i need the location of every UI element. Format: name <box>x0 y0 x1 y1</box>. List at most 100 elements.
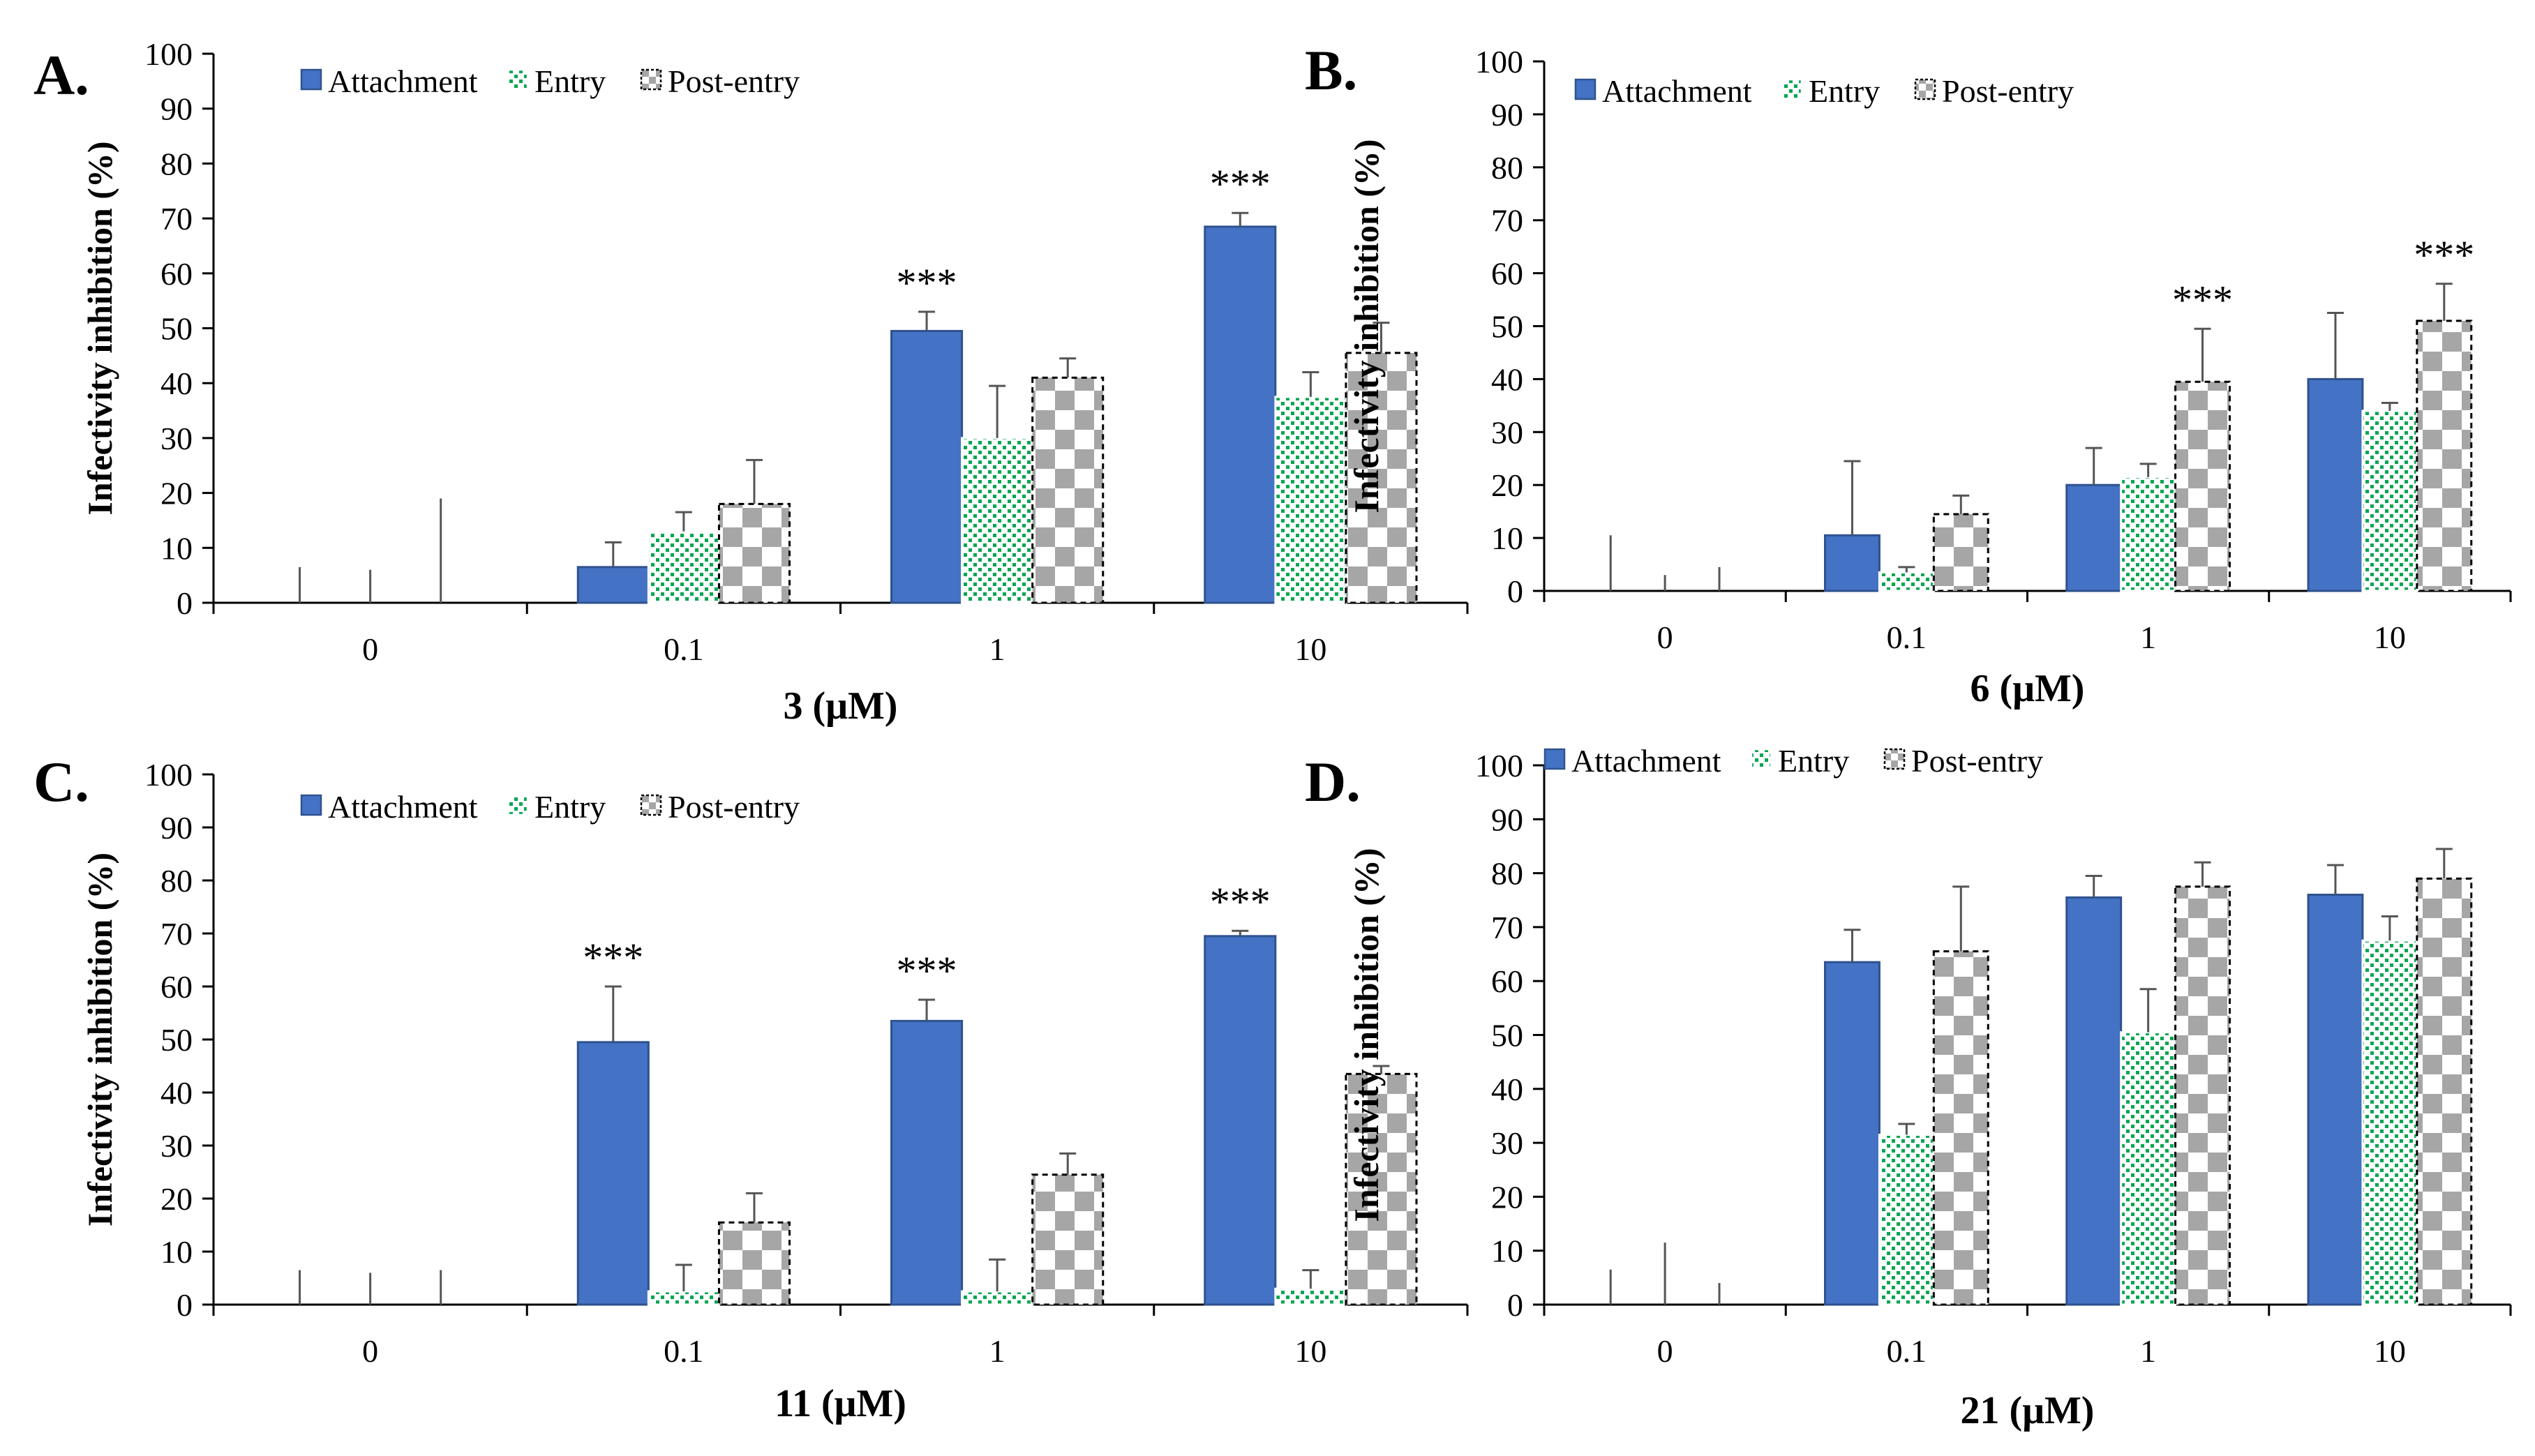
y-tick-label: 10 <box>1491 1233 1523 1269</box>
legend-swatch-entry <box>1781 78 1803 100</box>
y-axis-label: Infectivity inhibition (%) <box>1347 848 1386 1222</box>
y-axis-label: Infectivity inhibition (%) <box>1347 139 1386 513</box>
bar-post-entry-1 <box>1031 1173 1105 1306</box>
x-tick-label: 1 <box>2140 1333 2156 1369</box>
bar-attachment-1 <box>890 1019 964 1306</box>
x-axis-label: 21 (μM) <box>1961 1389 2095 1432</box>
bar-post-entry-1 <box>1031 376 1105 604</box>
legend-swatch-post-entry <box>1883 748 1906 770</box>
legend-label: Entry <box>1778 743 1849 779</box>
x-tick-label: 10 <box>2374 620 2406 655</box>
legend-swatch-attachment <box>300 794 322 816</box>
y-tick-label: 60 <box>1491 963 1523 999</box>
bar-attachment-1 <box>2065 483 2123 592</box>
bar-entry-1 <box>2120 476 2177 592</box>
x-tick-label: 0 <box>1657 620 1673 655</box>
legend-label: Post-entry <box>668 789 800 825</box>
legend-label: Attachment <box>1571 743 1721 779</box>
legend: Attachment Entry Post-entry <box>1574 73 2074 109</box>
bar-post-entry-10 <box>2416 320 2473 592</box>
y-tick-label: 30 <box>1491 1125 1523 1161</box>
x-tick-label: 10 <box>1294 1333 1326 1369</box>
y-tick-label: 100 <box>144 36 193 72</box>
panel-label: C. <box>33 750 89 813</box>
y-tick-label: 50 <box>160 311 193 347</box>
y-tick-label: 60 <box>160 256 193 292</box>
y-tick-label: 20 <box>160 476 193 511</box>
bar-attachment-1 <box>2065 896 2123 1306</box>
y-tick-label: 0 <box>177 585 193 621</box>
bar-entry-10 <box>1274 396 1347 604</box>
legend-swatch-attachment <box>1543 748 1566 770</box>
y-tick-label: 0 <box>1507 1287 1523 1323</box>
x-tick-label: 0 <box>362 631 378 667</box>
bar-entry-1 <box>961 437 1034 604</box>
significance-stars: *** <box>897 260 957 306</box>
y-tick-label: 50 <box>1491 309 1523 345</box>
y-tick-label: 60 <box>160 969 193 1005</box>
panel-label: D. <box>1305 750 1361 813</box>
legend-label: Entry <box>534 789 606 825</box>
legend-swatch-attachment <box>1574 78 1596 100</box>
bar-entry-0.1 <box>1878 571 1935 592</box>
bar-attachment-0.1 <box>576 566 650 604</box>
x-tick-label: 10 <box>1294 631 1326 667</box>
y-tick-label: 10 <box>160 530 193 566</box>
panel-3: C. 0 10 20 30 40 50 60 70 80 90 100 0 0.1 1 10 Infectivi… <box>33 750 1469 1425</box>
x-tick-label: 10 <box>2374 1333 2406 1369</box>
legend-label: Entry <box>534 63 606 99</box>
y-tick-label: 30 <box>160 421 193 456</box>
panel-label: B. <box>1305 38 1357 102</box>
y-tick-label: 50 <box>160 1022 193 1058</box>
y-tick-label: 0 <box>1507 573 1523 609</box>
y-tick-label: 80 <box>160 863 193 899</box>
y-tick-label: 0 <box>177 1287 193 1323</box>
bar-attachment-10 <box>2307 894 2364 1306</box>
legend-swatch-entry <box>1750 748 1772 770</box>
panel-4: D. 0 10 20 30 40 50 60 70 80 90 100 0 0.1 1 10 Infectivi… <box>1305 743 2512 1432</box>
y-tick-label: 90 <box>1491 97 1523 133</box>
legend-swatch-entry <box>507 794 529 816</box>
bar-entry-10 <box>1274 1287 1347 1306</box>
significance-stars: *** <box>1210 161 1271 207</box>
y-tick-label: 90 <box>160 91 193 127</box>
panel-1: A. 0 10 20 30 40 50 60 70 80 90 100 0 0.1 1 10 Infectivi… <box>33 36 1469 728</box>
y-tick-label: 70 <box>160 916 193 952</box>
y-tick-label: 40 <box>1491 361 1523 397</box>
legend-label: Attachment <box>1602 73 1752 109</box>
panel-2: B. 0 10 20 30 40 50 60 70 80 90 100 0 0.1 1 10 Infectivi… <box>1305 38 2512 710</box>
y-tick-label: 100 <box>144 757 193 793</box>
bar-attachment-10 <box>2307 377 2364 592</box>
legend-swatch-post-entry <box>640 68 662 91</box>
significance-stars: *** <box>897 948 957 993</box>
x-tick-label: 0.1 <box>1887 620 1927 655</box>
y-tick-label: 20 <box>160 1181 193 1217</box>
bar-entry-0.1 <box>647 530 720 604</box>
legend-swatch-entry <box>507 68 529 91</box>
bar-attachment-1 <box>890 329 964 604</box>
x-tick-label: 0.1 <box>664 631 704 667</box>
y-tick-label: 100 <box>1475 44 1523 80</box>
y-tick-label: 40 <box>1491 1072 1523 1107</box>
x-axis-label: 11 (μM) <box>775 1382 906 1425</box>
bar-post-entry-0.1 <box>1932 950 1989 1306</box>
x-tick-label: 1 <box>989 1333 1005 1369</box>
significance-stars: *** <box>2172 277 2233 322</box>
bar-post-entry-10 <box>1345 1072 1418 1306</box>
panel-label: A. <box>33 43 89 107</box>
bar-post-entry-0.1 <box>1932 513 1989 592</box>
y-tick-label: 50 <box>1491 1018 1523 1053</box>
bar-post-entry-0.1 <box>717 1221 791 1306</box>
legend: Attachment Entry Post-entry <box>300 63 800 99</box>
y-tick-label: 80 <box>1491 856 1523 892</box>
bar-entry-0.1 <box>1878 1134 1935 1306</box>
y-tick-label: 70 <box>1491 910 1523 945</box>
y-tick-label: 90 <box>160 810 193 846</box>
legend-swatch-attachment <box>300 68 322 91</box>
bar-post-entry-10 <box>1345 352 1418 604</box>
y-tick-label: 100 <box>1475 748 1523 783</box>
x-tick-label: 1 <box>989 631 1005 667</box>
legend: Attachment Entry Post-entry <box>1543 743 2043 779</box>
x-tick-label: 0 <box>362 1333 378 1369</box>
